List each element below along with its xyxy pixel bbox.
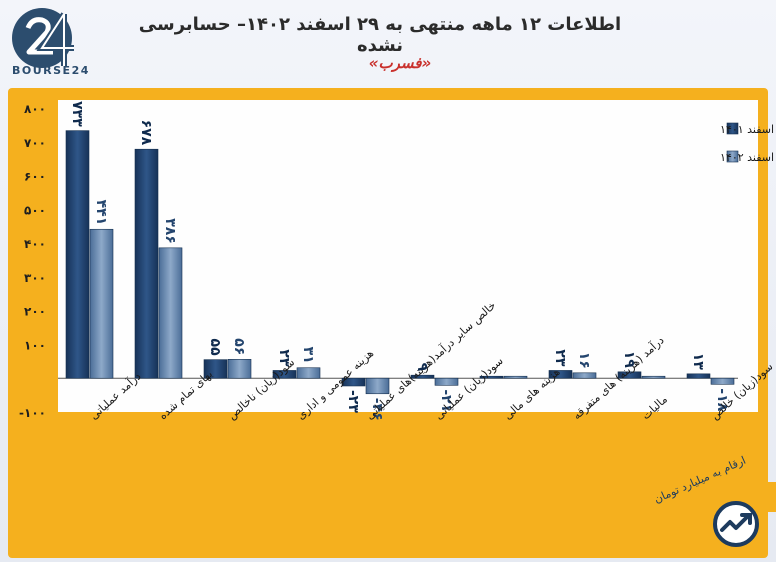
bar-fy1401	[272, 370, 297, 379]
legend-label: عملکرد منتهی به اسفند ۱۴۰۲	[720, 151, 776, 164]
bar-fy1401	[548, 370, 573, 379]
data-label: -۲۳	[345, 390, 361, 413]
bar-fy1401	[203, 359, 228, 379]
y-tick-label: ۱۰۰	[24, 338, 46, 352]
data-label: ۵۶	[231, 338, 247, 355]
bar-fy1401	[479, 375, 504, 379]
data-label: ۳۱	[300, 347, 316, 364]
data-label: ۳۸۶	[162, 218, 178, 244]
legend-label: عملکرد منتهی به اسفند ۱۴۰۱	[720, 123, 776, 136]
y-tick-label: ۲۰۰	[24, 305, 46, 319]
data-label: -۱۸	[714, 388, 730, 411]
data-label: ۹	[414, 363, 430, 372]
bar-fy1401	[410, 374, 435, 379]
bar-fy1401	[65, 130, 90, 379]
data-label: -۲۱	[438, 389, 454, 412]
bourse24-logo-icon	[12, 8, 74, 68]
y-tick-label: ۴۰۰	[24, 237, 46, 251]
bar-fy1401	[686, 373, 711, 379]
y-tick-label: ۸۰۰	[24, 102, 46, 116]
legend-swatch	[726, 122, 739, 135]
bar-fy1402	[572, 372, 597, 379]
logo-text: BOURSE24	[12, 64, 90, 77]
bar-fy1402	[296, 367, 321, 379]
data-label: ۱۶	[576, 352, 592, 369]
y-tick-label: ۳۰۰	[24, 271, 46, 285]
bar-fy1402	[641, 375, 666, 379]
bar-fy1401	[341, 377, 366, 387]
data-label: ۴۴۱	[93, 200, 109, 226]
data-label: -۴۶	[369, 398, 385, 421]
legend-swatch	[726, 150, 739, 163]
bar-fy1401	[617, 371, 642, 379]
data-label: ۷۳۳	[69, 101, 85, 127]
y-tick-label: ۷۰۰	[24, 136, 46, 150]
data-label: ۲۳	[276, 349, 292, 367]
page-title: اطلاعات ۱۲ ماهه منتهی به ۲۹ اسفند ۱۴۰۲– …	[138, 14, 622, 56]
bar-fy1402	[503, 375, 528, 379]
y-tick-label: ۵۰۰	[24, 203, 46, 217]
data-label: ۶۷۸	[138, 120, 154, 146]
bar-fy1402	[227, 359, 252, 379]
bar-fy1402	[710, 377, 735, 385]
bar-fy1402	[434, 377, 459, 386]
data-label: ۲۳	[552, 349, 568, 367]
data-label: ۱۹	[621, 351, 637, 369]
y-tick-label: -۱۰۰	[19, 406, 46, 420]
bar-fy1402	[365, 377, 390, 395]
bar-fy1401	[134, 148, 159, 379]
data-label: ۵۵	[207, 339, 223, 357]
bar-fy1402	[158, 247, 183, 379]
y-tick-label: ۶۰۰	[24, 170, 46, 184]
data-label: ۱۳	[690, 353, 706, 371]
bar-fy1402	[89, 228, 114, 379]
company-symbol: «فسرب»	[368, 54, 432, 72]
trend-arrow-icon	[713, 501, 759, 547]
